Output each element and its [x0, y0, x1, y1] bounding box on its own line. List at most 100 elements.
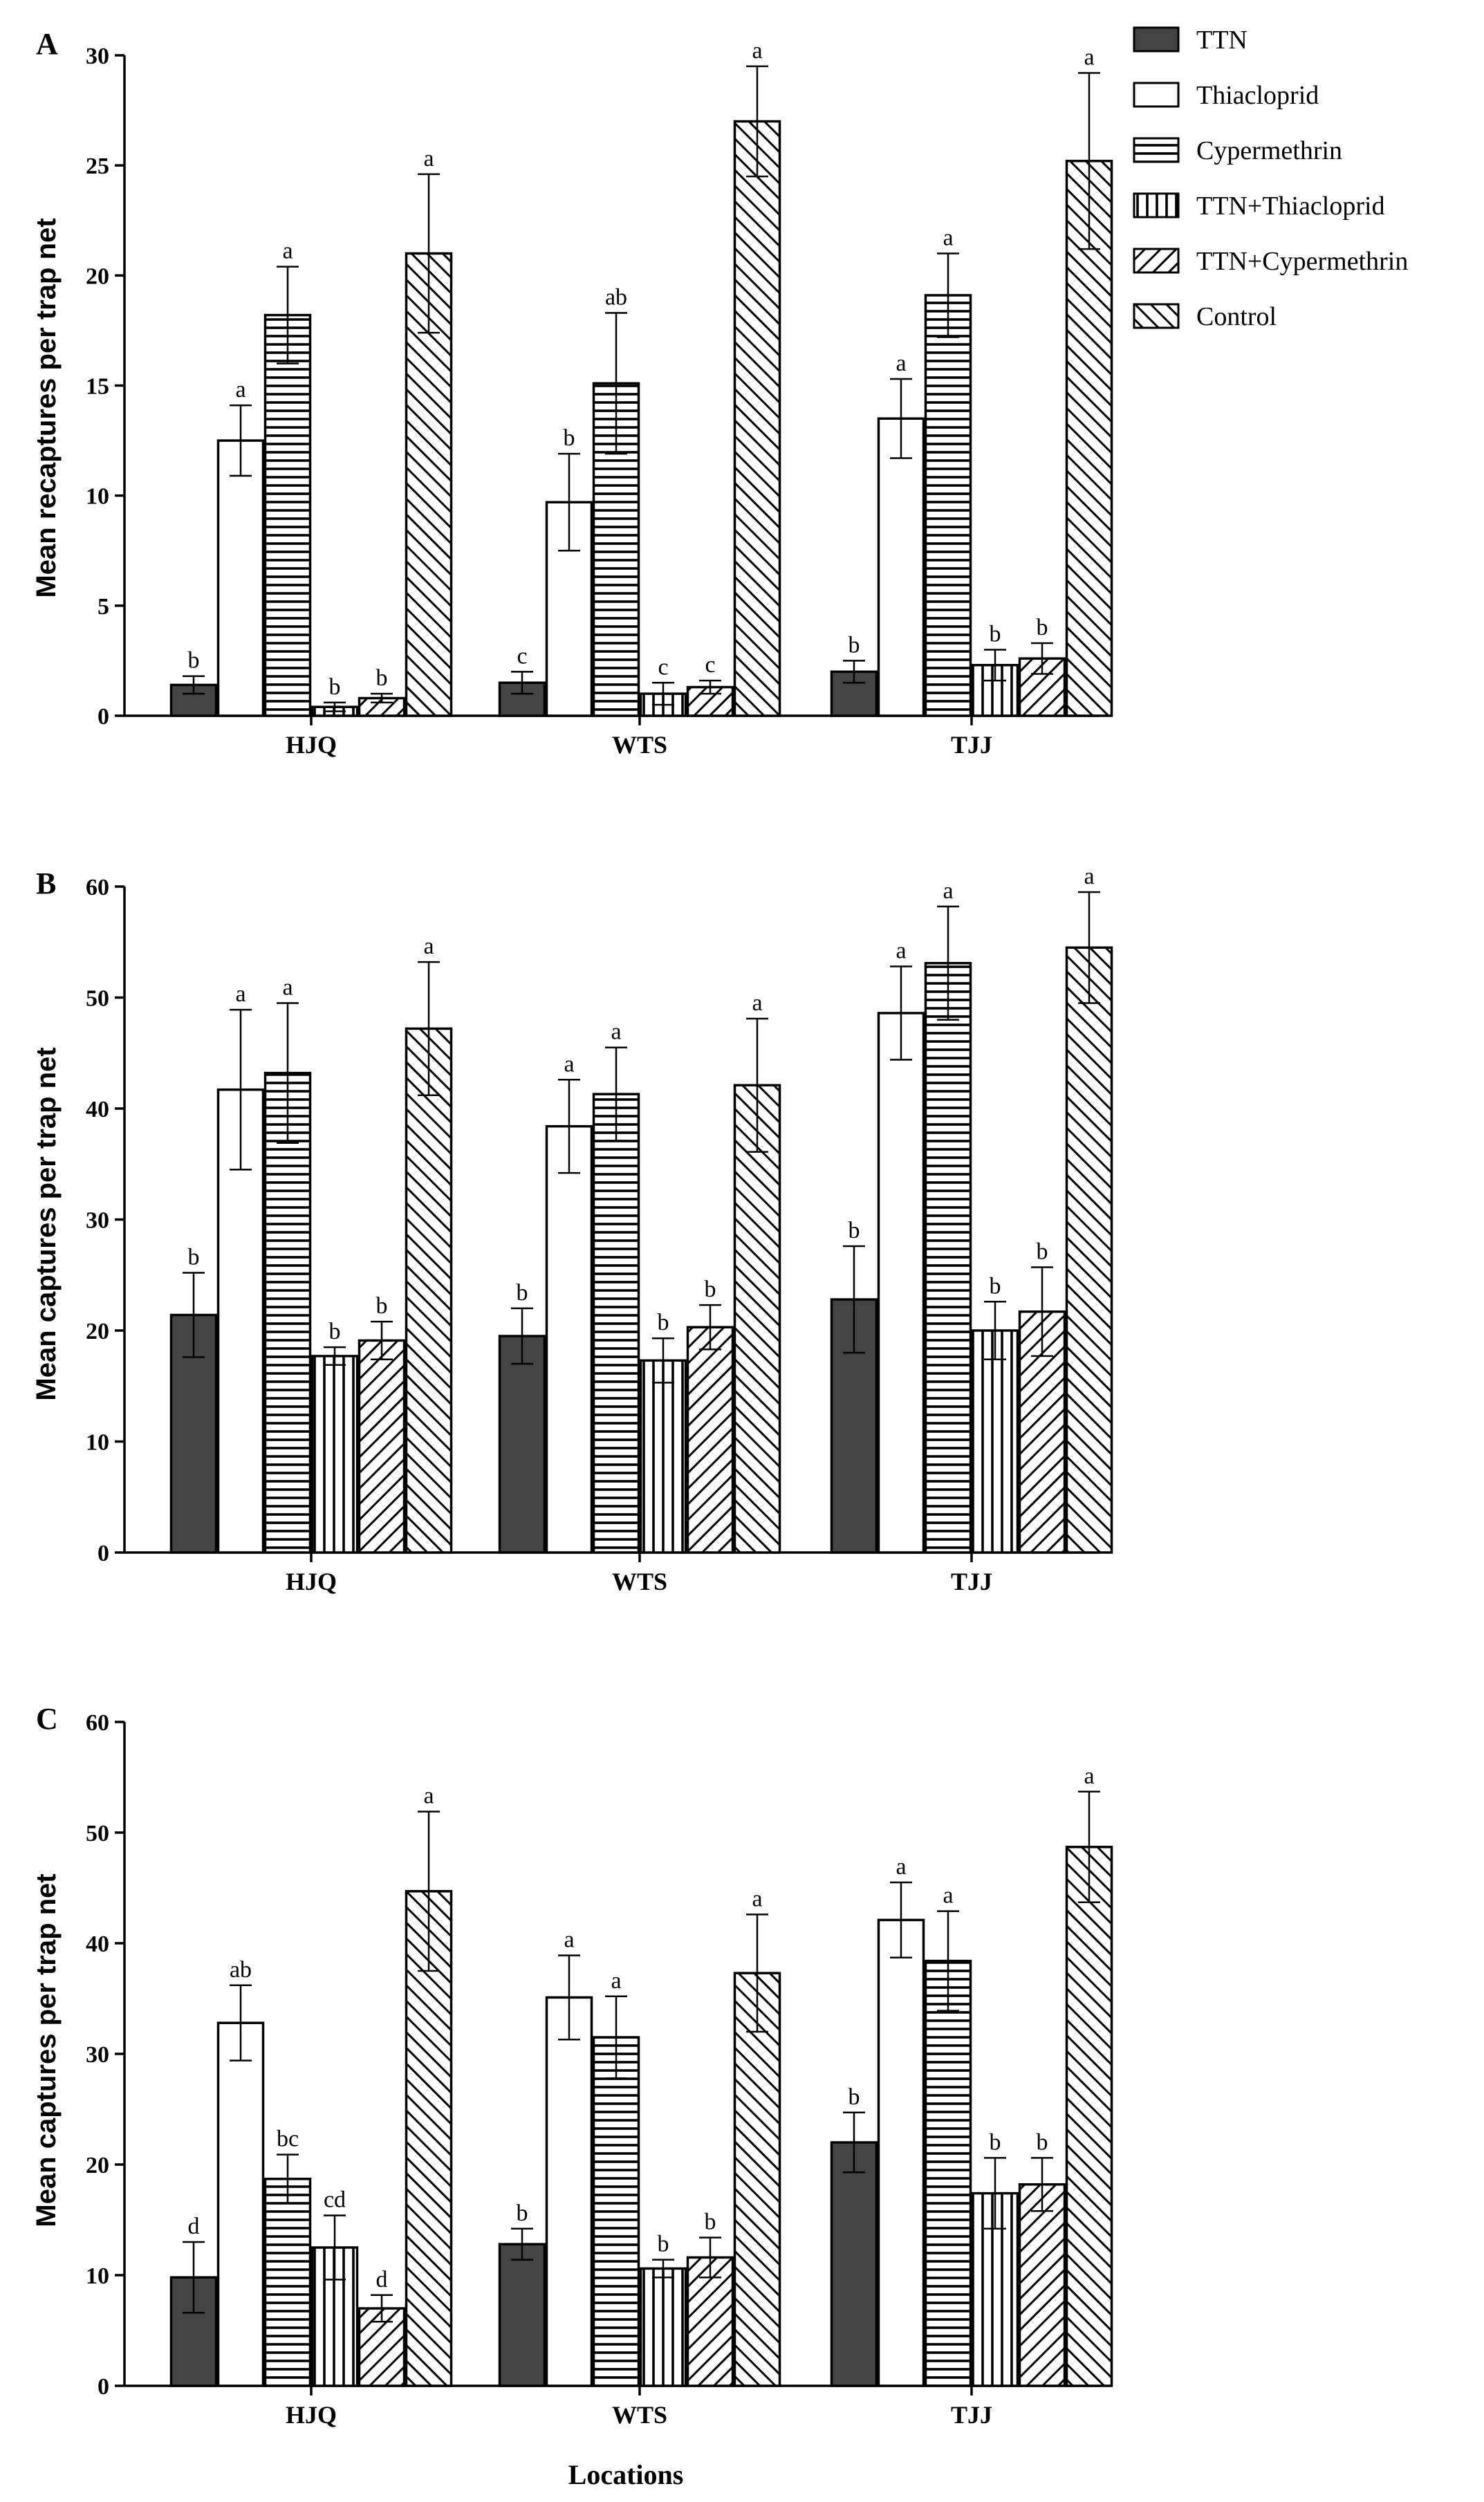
panel-b-ttn-thiacloprid-wts-significance-letter: b — [658, 1310, 669, 1335]
panel-b-control-wts-significance-letter: a — [752, 990, 762, 1016]
panel-c-cypermethrin-hjq-error-bar — [277, 2153, 299, 2205]
panel-a-ttn-cypermethrin-wts-significance-letter: c — [705, 652, 715, 678]
panel-a-ttn-thiacloprid-tjj-significance-letter: b — [990, 622, 1001, 647]
panel-a-ttn-cypermethrin-hjq-significance-letter: b — [376, 665, 388, 691]
panel-c-y-axis-label: Mean captures per trap net — [31, 1873, 62, 2227]
panel-b-ttn-cypermethrin-wts-error-bar — [699, 1304, 721, 1351]
panel-b-ttn-thiacloprid-wts-error-bar — [652, 1337, 674, 1384]
panel-a-control-hjq-significance-letter: a — [423, 146, 434, 172]
panel-b-ttn-hjq-error-bar — [183, 1272, 205, 1358]
panel-b-thiacloprid-wts-error-bar — [558, 1079, 580, 1174]
panel-c-control-hjq-error-bar — [418, 1810, 440, 1972]
panel-b-ttn-thiacloprid-hjq-significance-letter: b — [329, 1319, 341, 1344]
panel-c-ttn-thiacloprid-tjj-significance-letter: b — [990, 2129, 1001, 2155]
panel-b-ttn-tjj-significance-letter: b — [848, 1218, 860, 1243]
panel-b-ttn-thiacloprid-hjq-error-bar — [324, 1346, 346, 1366]
panel-b-control-wts-bar — [733, 1084, 781, 1554]
panel-c-cypermethrin-wts-bar — [592, 2036, 640, 2387]
panel-a-control-tjj-error-bar — [1078, 72, 1100, 250]
panel-b-cypermethrin-tjj-significance-letter: a — [943, 878, 953, 904]
panel-c-ttn-cypermethrin-wts-error-bar — [699, 2236, 721, 2279]
legend-label-thiacloprid: Thiacloprid — [1196, 81, 1319, 110]
panel-c-y-tick-label: 0 — [98, 2374, 109, 2400]
panel-a-cypermethrin-hjq-bar — [263, 313, 312, 717]
panel-b-control-hjq-bar — [405, 1027, 453, 1554]
panel-b-cypermethrin-wts-error-bar — [605, 1046, 627, 1142]
legend-label-ttn-thiacloprid: TTN+Thiacloprid — [1196, 192, 1385, 221]
panel-b-ttn-wts-error-bar — [511, 1307, 533, 1365]
panel-c-y-tick-label: 40 — [86, 1931, 109, 1957]
panel-a-ttn-wts-significance-letter: c — [517, 643, 527, 669]
panel-a-label: A — [36, 27, 58, 61]
panel-c-cypermethrin-wts-significance-letter: a — [611, 1968, 621, 1994]
panel-b-y-axis-label: Mean captures per trap net — [31, 1047, 62, 1400]
panel-c-cypermethrin-tjj-bar — [924, 1959, 972, 2387]
panel-c-x-tick-label-wts: WTS — [612, 2401, 667, 2429]
panel-a-thiacloprid-wts-significance-letter: b — [564, 425, 575, 451]
panel-b-ttn-wts-significance-letter: b — [517, 1280, 528, 1306]
panel-b-cypermethrin-wts-bar — [592, 1093, 640, 1554]
panel-c-ttn-thiacloprid-wts-bar — [639, 2267, 687, 2387]
panel-a-thiacloprid-tjj-bar — [877, 417, 925, 717]
legend-swatch-ttn-thiacloprid — [1133, 192, 1180, 219]
panel-a-y-tick-label: 15 — [86, 374, 109, 400]
panel-c-y-tick-label: 50 — [86, 1821, 109, 1846]
panel-a-y-tick-label: 30 — [86, 44, 109, 69]
panel-c-ttn-wts-error-bar — [511, 2227, 533, 2261]
panel-c-thiacloprid-wts-error-bar — [558, 1954, 580, 2041]
panel-a-cypermethrin-wts-significance-letter: ab — [605, 284, 627, 310]
panel-b-ttn-cypermethrin-tjj-significance-letter: b — [1037, 1239, 1048, 1265]
panel-a-ttn-hjq-error-bar — [183, 675, 205, 695]
panel-c-thiacloprid-hjq-error-bar — [230, 1984, 252, 2061]
panel-a-thiacloprid-hjq-bar — [216, 439, 265, 717]
panel-a-control-tjj-bar — [1065, 160, 1113, 717]
panel-a-thiacloprid-hjq-significance-letter: a — [235, 377, 245, 402]
legend-swatch-ttn-cypermethrin — [1133, 248, 1180, 274]
panel-b-ttn-cypermethrin-wts-significance-letter: b — [705, 1277, 716, 1302]
panel-c-thiacloprid-hjq-significance-letter: ab — [230, 1957, 252, 1983]
panel-c-thiacloprid-tjj-error-bar — [890, 1881, 912, 1959]
panel-c-thiacloprid-tjj-significance-letter: a — [896, 1854, 906, 1880]
legend-label-cypermethrin: Cypermethrin — [1196, 136, 1342, 165]
panel-b-ttn-cypermethrin-hjq-bar — [358, 1339, 406, 1554]
panel-b-ttn-thiacloprid-wts-bar — [639, 1359, 687, 1554]
panel-b-cypermethrin-tjj-error-bar — [937, 905, 959, 1021]
legend: TTN Thiacloprid Cypermethrin TTN+Thiaclo… — [1133, 26, 1408, 331]
panel-b-ttn-tjj-error-bar — [843, 1245, 865, 1354]
panel-c-control-tjj-error-bar — [1078, 1790, 1100, 1904]
panel-b-y-tick-label: 20 — [86, 1319, 109, 1344]
panel-a-ttn-cypermethrin-tjj-error-bar — [1031, 642, 1053, 675]
panel-b-thiacloprid-hjq-error-bar — [230, 1008, 252, 1171]
panel-c-y-tick-label: 60 — [86, 1710, 109, 1736]
panel-b-ttn-thiacloprid-tjj-error-bar — [984, 1301, 1006, 1360]
panel-b-ttn-cypermethrin-tjj-error-bar — [1031, 1266, 1053, 1357]
panel-b-y-tick-label: 30 — [86, 1208, 109, 1234]
panel-c-y-tick-label: 10 — [86, 2263, 109, 2289]
legend-item-ttn-thiacloprid: TTN+Thiacloprid — [1133, 192, 1385, 221]
panel-c-control-hjq-bar — [405, 1890, 453, 2387]
panel-c-control-tjj-significance-letter: a — [1084, 1763, 1094, 1789]
panel-a-control-hjq-error-bar — [418, 173, 440, 334]
panel-a-x-tick-label-tjj: TJJ — [951, 731, 992, 759]
panel-a-x-tick-label-wts: WTS — [612, 731, 667, 759]
panel-a-ttn-tjj-error-bar — [843, 660, 865, 684]
panel-a-control-wts-error-bar — [746, 65, 768, 178]
panel-a-y-axis-label: Mean recaptures per trap net — [31, 218, 62, 597]
panel-a-thiacloprid-tjj-error-bar — [890, 378, 912, 459]
panel-c-ttn-thiacloprid-wts-significance-letter: b — [658, 2232, 669, 2257]
panel-a-cypermethrin-wts-error-bar — [605, 312, 627, 455]
panel-b-ttn-cypermethrin-hjq-significance-letter: b — [376, 1293, 388, 1319]
panel-a-ttn-thiacloprid-wts-significance-letter: c — [658, 654, 668, 680]
panel-b-cypermethrin-hjq-bar — [263, 1071, 312, 1554]
panel-b-y-tick-label: 40 — [86, 1097, 109, 1122]
panel-a-cypermethrin-hjq-error-bar — [277, 266, 299, 364]
panel-a-x-tick-label-hjq: HJQ — [286, 731, 337, 759]
panel-c-ttn-thiacloprid-wts-error-bar — [652, 2259, 674, 2279]
panel-a-ttn-cypermethrin-hjq-error-bar — [371, 692, 393, 704]
panel-c-y-tick-label: 20 — [86, 2153, 109, 2178]
panel-c-ttn-wts-bar — [498, 2243, 546, 2387]
legend-item-ttn: TTN — [1133, 26, 1248, 55]
panel-c-ttn-tjj-error-bar — [843, 2111, 865, 2174]
